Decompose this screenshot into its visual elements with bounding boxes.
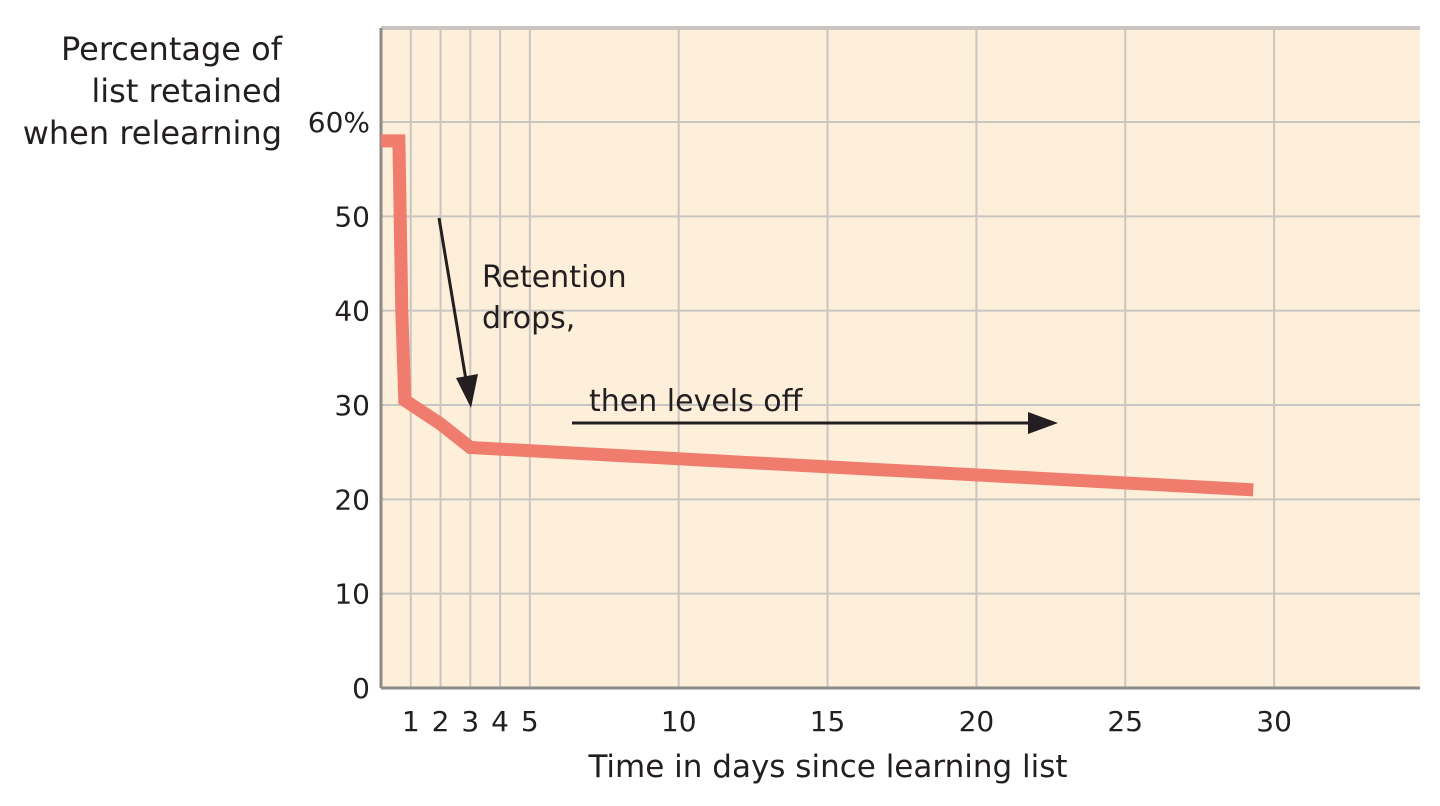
y-tick-label-10: 10: [334, 578, 370, 611]
y-tick-labels: 0 10 20 30 40 50 60%: [308, 106, 370, 705]
y-tick-label-20: 20: [334, 483, 370, 516]
x-tick-labels: 1 2 3 4 5 10 15 20 25 30: [402, 705, 1292, 738]
data-point-0-6: [1253, 489, 1254, 490]
x-tick-label-20: 20: [959, 705, 995, 738]
grid-lines: [381, 26, 1420, 688]
x-axis-label: Time in days since learning list: [587, 749, 1067, 785]
y-axis-label-line-2: list retained: [91, 72, 282, 110]
x-tick-label-5: 5: [521, 705, 539, 738]
annotation-levels-off: then levels off: [572, 384, 1058, 434]
x-tick-label-15: 15: [810, 705, 846, 738]
data-point-0-0: [381, 140, 382, 141]
series-layer: [381, 134, 1254, 497]
y-axis-label: Percentage of list retained when relearn…: [23, 30, 283, 152]
y-tick-label-0: 0: [352, 672, 370, 705]
data-point-0-5: [470, 447, 471, 448]
x-tick-label-10: 10: [661, 705, 697, 738]
annotation-level-text: then levels off: [589, 384, 804, 419]
data-point-0-3: [404, 400, 405, 401]
annotation-retention-drops: Retention drops,: [437, 217, 627, 408]
y-axis-label-line-1: Percentage of: [61, 30, 283, 68]
y-tick-label-30: 30: [334, 389, 370, 422]
annotation-arrowhead-down: [456, 374, 478, 408]
y-tick-label-40: 40: [334, 295, 370, 328]
x-tick-label-25: 25: [1107, 705, 1143, 738]
x-tick-label-3: 3: [461, 705, 479, 738]
annotation-arrow-down: [437, 217, 470, 393]
y-axis-label-line-3: when relearning: [23, 114, 282, 152]
data-point-0-2: [401, 310, 402, 311]
x-tick-label-30: 30: [1256, 705, 1292, 738]
series-line-0: [381, 134, 1254, 497]
plot-background: [381, 28, 1420, 688]
y-tick-label-60: 60%: [308, 106, 370, 139]
x-tick-label-1: 1: [402, 705, 420, 738]
y-tick-label-50: 50: [334, 200, 370, 233]
annotation-arrowhead-right: [1028, 412, 1058, 434]
annotation-drop-line-2: drops,: [482, 301, 575, 336]
data-point-0-4: [440, 423, 441, 424]
x-tick-label-4: 4: [491, 705, 509, 738]
annotation-drop-line-1: Retention: [482, 260, 627, 295]
x-tick-label-2: 2: [432, 705, 450, 738]
data-point-0-1: [398, 140, 399, 141]
